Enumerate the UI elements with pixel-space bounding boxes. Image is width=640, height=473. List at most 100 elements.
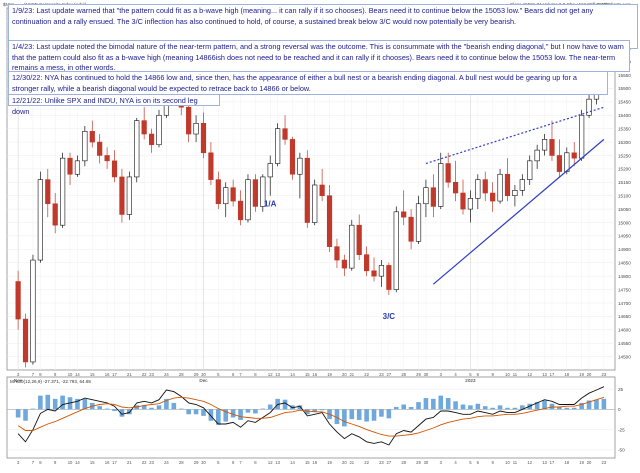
macd-histogram-bar bbox=[208, 409, 214, 421]
price-tick-label: 15200 bbox=[618, 167, 631, 172]
candle-body bbox=[312, 184, 318, 223]
macd-histogram-bar bbox=[356, 409, 362, 420]
date-tick-label: 22 bbox=[142, 372, 147, 377]
macd-date-tick-label: 3 bbox=[440, 460, 443, 465]
date-tick-label: 15 bbox=[305, 372, 310, 377]
date-tick-label: 30 bbox=[201, 372, 206, 377]
date-tick-label: 22 bbox=[364, 372, 369, 377]
date-tick-label: 13 bbox=[542, 372, 547, 377]
price-tick-label: 15100 bbox=[618, 194, 631, 199]
macd-histogram-bar bbox=[438, 395, 444, 410]
candle-body bbox=[341, 259, 347, 269]
macd-histogram-bar bbox=[564, 407, 570, 410]
candle-body bbox=[223, 187, 229, 205]
macd-signal-line bbox=[17, 396, 605, 437]
date-tick-label: 21 bbox=[349, 372, 354, 377]
price-tick-label: 14500 bbox=[618, 354, 631, 359]
macd-date-tick-label: 7 bbox=[239, 460, 242, 465]
macd-histogram-bar bbox=[423, 398, 429, 410]
macd-histogram-bar bbox=[482, 406, 488, 410]
macd-histogram-bar bbox=[557, 406, 562, 410]
macd-date-tick-label: 5 bbox=[217, 460, 220, 465]
macd-histogram-bar bbox=[371, 409, 377, 421]
date-tick-label: 16 bbox=[312, 372, 317, 377]
date-tick-label: 19 bbox=[327, 372, 332, 377]
price-tick-label: 14750 bbox=[618, 287, 631, 292]
price-tick-label: 14950 bbox=[618, 234, 631, 239]
candle-body bbox=[82, 131, 88, 162]
macd-histogram-bar bbox=[178, 408, 184, 410]
upper-trendline bbox=[425, 106, 605, 165]
candle-body bbox=[541, 139, 548, 151]
date-tick-label: 17 bbox=[550, 372, 555, 377]
macd-histogram-bar bbox=[468, 405, 473, 410]
date-tick-label: 18 bbox=[564, 372, 569, 377]
candle-body bbox=[460, 192, 466, 210]
candle-body bbox=[200, 123, 207, 154]
date-tick-label: 10 bbox=[505, 372, 510, 377]
macd-date-tick-label: 18 bbox=[564, 460, 569, 465]
macd-histogram-bar bbox=[230, 409, 236, 418]
date-tick-label: 14 bbox=[290, 372, 295, 377]
candle-body bbox=[386, 265, 392, 290]
date-tick-label: 6 bbox=[232, 372, 235, 377]
macd-histogram-bar bbox=[97, 406, 102, 410]
candle-body bbox=[134, 120, 140, 178]
macd-date-tick-label: 6 bbox=[232, 460, 235, 465]
macd-histogram-bar bbox=[238, 409, 243, 420]
macd-date-tick-label: 15 bbox=[305, 460, 310, 465]
macd-histogram-bar bbox=[112, 409, 117, 412]
macd-date-tick-label: 5 bbox=[469, 460, 472, 465]
date-tick-label: 7 bbox=[32, 372, 35, 377]
macd-histogram-bar bbox=[156, 405, 162, 410]
macd-histogram-bar bbox=[282, 399, 288, 410]
macd-histogram-bar bbox=[342, 409, 347, 427]
candle-body bbox=[52, 203, 58, 226]
price-tick-label: 15450 bbox=[618, 100, 631, 105]
macd-histogram-bar bbox=[512, 407, 518, 410]
date-tick-label: 10 bbox=[68, 372, 73, 377]
macd-histogram-bar bbox=[431, 398, 436, 410]
date-tick-label: 24 bbox=[164, 372, 169, 377]
candle-body bbox=[282, 128, 288, 140]
macd-histogram-bar bbox=[349, 409, 355, 420]
wave-label: 3/C bbox=[383, 312, 396, 321]
macd-date-tick-label: 22 bbox=[364, 460, 369, 465]
macd-date-tick-label: 17 bbox=[112, 460, 117, 465]
price-tick-label: 14600 bbox=[618, 328, 631, 333]
macd-date-tick-label: 9 bbox=[54, 460, 57, 465]
macd-histogram-bar bbox=[460, 404, 466, 410]
macd-tick-label: -25 bbox=[618, 427, 625, 432]
macd-date-tick-label: 13 bbox=[542, 460, 547, 465]
macd-histogram-bar bbox=[164, 398, 169, 410]
macd-date-tick-label: 8 bbox=[39, 460, 42, 465]
candle-body bbox=[504, 173, 511, 197]
macd-date-tick-label: 17 bbox=[550, 460, 555, 465]
date-tick-label: 29 bbox=[416, 372, 421, 377]
candle-body bbox=[364, 254, 370, 272]
macd-histogram-bar bbox=[379, 409, 384, 417]
candle-body bbox=[319, 184, 325, 197]
candle-body bbox=[438, 163, 444, 207]
month-label: Nov bbox=[14, 378, 23, 383]
candle-body bbox=[445, 163, 451, 183]
candle-body bbox=[215, 179, 221, 205]
price-tick-label: 14700 bbox=[618, 301, 631, 306]
macd-histogram-bar bbox=[186, 409, 191, 415]
candle-body bbox=[60, 157, 66, 226]
macd-date-tick-label: 21 bbox=[349, 460, 354, 465]
macd-histogram-bar bbox=[312, 409, 318, 412]
candle-body bbox=[260, 176, 266, 207]
candle-body bbox=[237, 200, 244, 221]
macd-tick-label: 0 bbox=[618, 407, 621, 412]
price-tick-label: 14800 bbox=[618, 274, 631, 279]
candle-body bbox=[230, 187, 236, 202]
candle-body bbox=[527, 160, 533, 180]
macd-date-tick-label: 16 bbox=[312, 460, 317, 465]
macd-date-tick-label: 14 bbox=[75, 460, 80, 465]
macd-date-tick-label: 22 bbox=[142, 460, 147, 465]
macd-histogram-bar bbox=[601, 398, 607, 410]
candle-body bbox=[326, 195, 333, 247]
macd-histogram-bar bbox=[30, 408, 36, 410]
candle-body bbox=[534, 149, 540, 162]
